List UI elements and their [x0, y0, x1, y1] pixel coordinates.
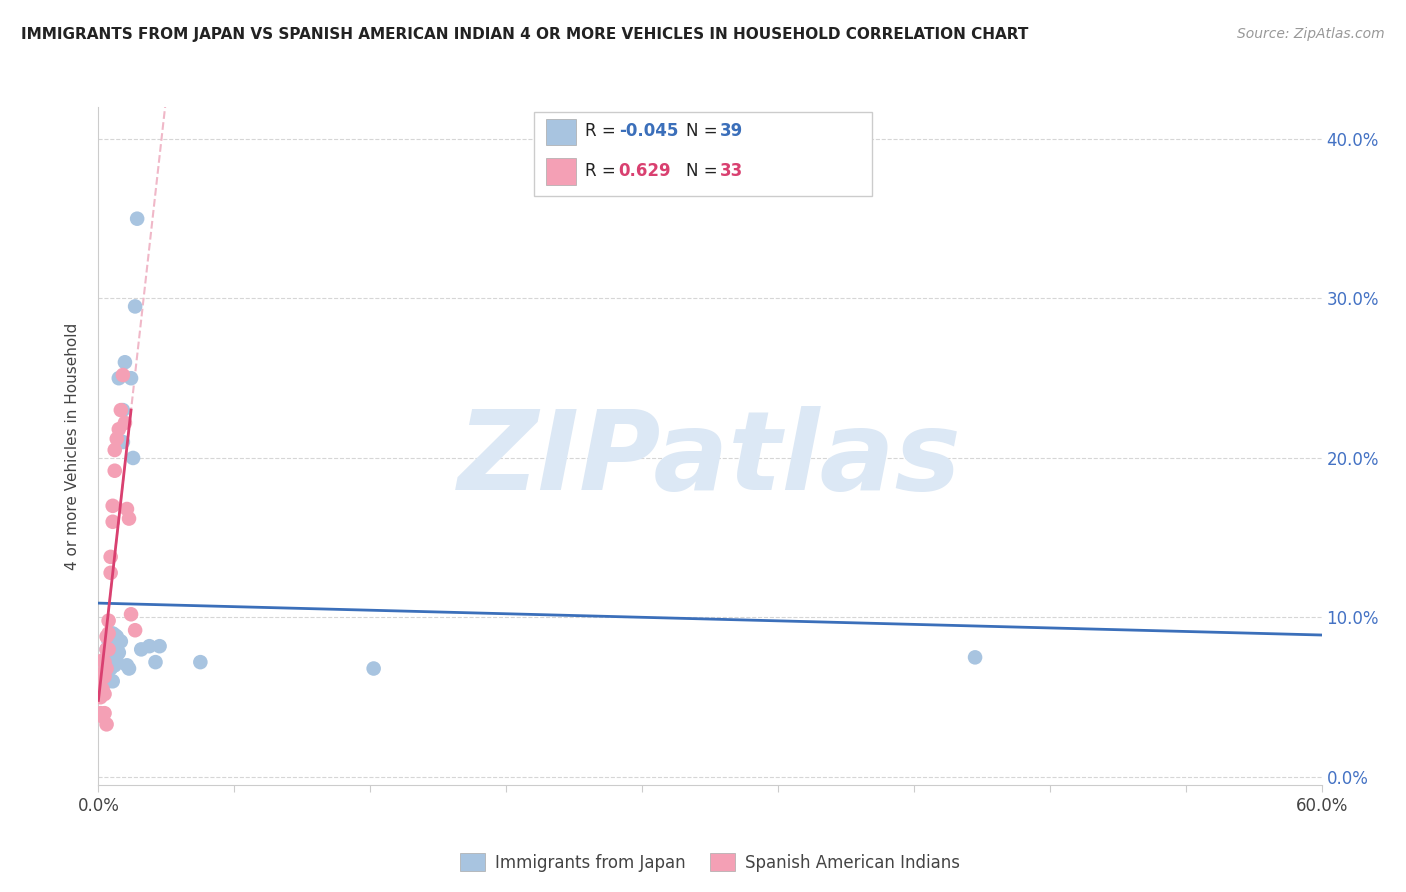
Point	[96, 642, 118, 657]
Point	[96, 642, 118, 657]
Point	[100, 648, 122, 663]
Point	[115, 502, 138, 516]
Point	[89, 706, 111, 721]
Point	[120, 371, 142, 385]
Text: 33: 33	[720, 162, 744, 180]
Point	[91, 682, 114, 697]
Point	[124, 624, 146, 638]
Point	[96, 630, 118, 644]
Point	[97, 646, 120, 660]
Point	[97, 658, 120, 673]
Point	[108, 634, 131, 648]
Point	[149, 639, 172, 653]
Legend: Immigrants from Japan, Spanish American Indians: Immigrants from Japan, Spanish American …	[453, 847, 967, 879]
Point	[105, 648, 128, 663]
Text: 39: 39	[720, 122, 744, 140]
Point	[89, 674, 111, 689]
Point	[97, 674, 120, 689]
Point	[108, 646, 131, 660]
Point	[111, 368, 134, 382]
Point	[97, 614, 120, 628]
Point	[105, 432, 128, 446]
Text: ZIPatlas: ZIPatlas	[458, 406, 962, 513]
Point	[101, 652, 124, 666]
Point	[965, 650, 987, 665]
Point	[104, 642, 127, 657]
Point	[110, 634, 132, 648]
Point	[97, 626, 120, 640]
Point	[97, 642, 120, 657]
Point	[101, 639, 124, 653]
Point	[108, 371, 131, 385]
Point	[111, 435, 134, 450]
Point	[89, 690, 111, 705]
Point	[129, 642, 152, 657]
Point	[104, 628, 127, 642]
Point	[93, 655, 115, 669]
Point	[118, 661, 141, 675]
Point	[101, 499, 124, 513]
Text: IMMIGRANTS FROM JAPAN VS SPANISH AMERICAN INDIAN 4 OR MORE VEHICLES IN HOUSEHOLD: IMMIGRANTS FROM JAPAN VS SPANISH AMERICA…	[21, 27, 1028, 42]
Point	[110, 403, 132, 417]
Point	[91, 654, 114, 668]
Point	[120, 607, 142, 622]
Point	[93, 706, 115, 721]
Point	[118, 511, 141, 525]
Point	[124, 300, 146, 314]
Point	[108, 422, 131, 436]
Point	[114, 416, 136, 430]
Point	[91, 666, 114, 681]
Y-axis label: 4 or more Vehicles in Household: 4 or more Vehicles in Household	[65, 322, 80, 570]
Point	[105, 630, 128, 644]
Point	[96, 652, 118, 666]
Point	[145, 655, 167, 669]
Point	[100, 549, 122, 564]
Point	[93, 687, 115, 701]
Point	[115, 658, 138, 673]
Point	[188, 655, 212, 669]
Point	[93, 669, 115, 683]
Text: N =: N =	[686, 122, 723, 140]
Point	[96, 666, 118, 681]
Text: R =: R =	[585, 162, 626, 180]
Text: N =: N =	[686, 162, 723, 180]
Point	[122, 450, 145, 465]
Point	[138, 639, 160, 653]
Point	[114, 355, 136, 369]
Text: R =: R =	[585, 122, 621, 140]
Point	[104, 442, 127, 457]
Point	[101, 626, 124, 640]
Point	[96, 717, 118, 731]
Text: 0.629: 0.629	[619, 162, 671, 180]
Point	[363, 661, 385, 675]
Text: -0.045: -0.045	[619, 122, 678, 140]
Point	[127, 211, 149, 226]
Point	[101, 674, 124, 689]
Point	[100, 638, 122, 652]
Point	[91, 709, 114, 723]
Point	[104, 658, 127, 673]
Point	[111, 403, 134, 417]
Point	[97, 634, 120, 648]
Point	[101, 515, 124, 529]
Point	[104, 464, 127, 478]
Point	[100, 661, 122, 675]
Point	[96, 661, 118, 675]
Text: Source: ZipAtlas.com: Source: ZipAtlas.com	[1237, 27, 1385, 41]
Point	[100, 566, 122, 580]
